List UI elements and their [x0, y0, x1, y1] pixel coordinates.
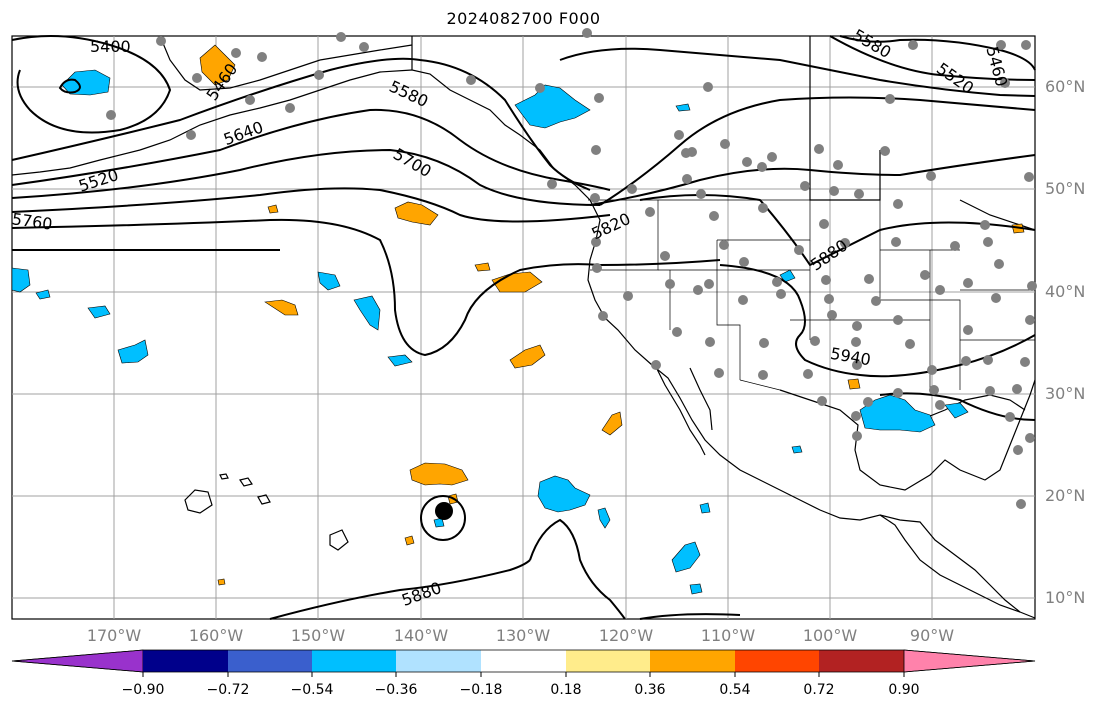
- lat-label-40n: 40°N: [1045, 282, 1086, 301]
- lon-label-160w: 160°W: [188, 626, 244, 645]
- colorbar-segment: [566, 650, 651, 672]
- storm-center-marker: [435, 502, 453, 520]
- lat-label-20n: 20°N: [1045, 486, 1086, 505]
- colorbar-tick-label: 0.90: [888, 682, 920, 698]
- colorbar-tick-label: 0.18: [550, 682, 582, 698]
- colorbar-segment: [143, 650, 228, 672]
- colorbar-max-arrow: [903, 649, 1036, 673]
- colorbar-tick-label: −0.54: [290, 682, 334, 698]
- colorbar-segment: [396, 650, 481, 672]
- lon-label-130w: 130°W: [495, 626, 551, 645]
- map-title: 2024082700 F000: [446, 9, 601, 28]
- coastlines: [11, 35, 1036, 619]
- colorbar-segment: [735, 650, 820, 672]
- colorbar-min-arrow: [11, 649, 144, 673]
- colorbar-tick-label: 0.54: [719, 682, 751, 698]
- lon-label-120w: 120°W: [598, 626, 654, 645]
- lat-label-10n: 10°N: [1045, 588, 1086, 607]
- colorbar-tick-label: −0.90: [121, 682, 165, 698]
- lat-label-30n: 30°N: [1045, 384, 1086, 403]
- colorbar-segment: [481, 650, 566, 672]
- lon-label-140w: 140°W: [393, 626, 449, 645]
- height-contours: [11, 35, 1036, 620]
- lat-label-50n: 50°N: [1045, 179, 1086, 198]
- lon-label-110w: 110°W: [700, 626, 756, 645]
- lon-label-170w: 170°W: [86, 626, 142, 645]
- colorbar-tick-label: −0.36: [374, 682, 418, 698]
- positive-shading: [199, 44, 1025, 586]
- political-borders: [588, 199, 1035, 391]
- graticule: [12, 36, 1035, 619]
- colorbar-tick-label: −0.72: [206, 682, 250, 698]
- colorbar-tick-label: −0.18: [459, 682, 503, 698]
- lon-label-100w: 100°W: [802, 626, 858, 645]
- colorbar-segment: [650, 650, 735, 672]
- colorbar-tick-label: 0.72: [803, 682, 835, 698]
- station-markers: [106, 28, 1037, 509]
- lon-label-150w: 150°W: [290, 626, 346, 645]
- colorbar-segment: [312, 650, 397, 672]
- colorbar-segment: [819, 650, 904, 672]
- colorbar: [11, 649, 1036, 677]
- colorbar-tick-label: 0.36: [634, 682, 666, 698]
- lon-label-90w: 90°W: [909, 626, 955, 645]
- contour-label: 5400: [90, 37, 131, 56]
- colorbar-segment: [228, 650, 313, 672]
- lat-label-60n: 60°N: [1045, 77, 1086, 96]
- negative-shading: [11, 69, 969, 595]
